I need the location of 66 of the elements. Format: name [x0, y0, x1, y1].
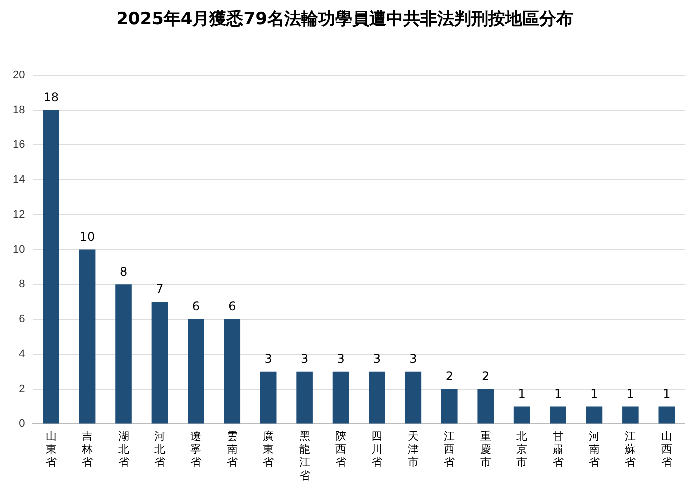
- x-tick-label: 江西省: [444, 430, 456, 470]
- data-label: 7: [156, 282, 164, 296]
- y-tick-label: 12: [12, 208, 26, 221]
- bar: [441, 389, 458, 424]
- y-tick-label: 8: [19, 278, 26, 291]
- y-tick-label: 14: [12, 174, 26, 186]
- data-label: 3: [337, 352, 345, 366]
- bar: [514, 406, 530, 424]
- data-label: 8: [120, 264, 128, 279]
- x-tick-label: 湖北省: [118, 430, 130, 470]
- data-label: 2: [446, 369, 454, 384]
- bar: [116, 284, 132, 424]
- data-label: 2: [482, 369, 490, 384]
- y-tick-label: 4: [19, 348, 26, 360]
- bar: [405, 372, 422, 424]
- bar: [188, 320, 204, 424]
- bar: [622, 406, 639, 424]
- data-label: 6: [228, 300, 236, 314]
- y-tick-label: 0: [19, 418, 26, 430]
- bar: [296, 372, 313, 424]
- x-tick-label: 江蘇省: [625, 430, 636, 470]
- y-tick-label: 10: [12, 244, 26, 256]
- x-tick-label: 山西省: [661, 430, 672, 470]
- x-tick-label: 雲南省: [226, 430, 238, 470]
- y-tick-label: 18: [12, 104, 26, 116]
- bar: [79, 250, 96, 424]
- bar: [152, 302, 168, 424]
- bar: [43, 110, 60, 424]
- y-tick-label: 20: [12, 69, 26, 82]
- x-tick-label: 吉林省: [81, 430, 94, 470]
- data-label: 3: [410, 352, 418, 366]
- x-tick-label: 遼寧省: [190, 430, 202, 470]
- data-label: 1: [663, 386, 671, 401]
- x-tick-label: 北京市: [516, 430, 528, 470]
- x-tick-label: 重慶市: [480, 430, 492, 470]
- x-tick-label: 四川省: [372, 430, 383, 470]
- data-label: 1: [590, 386, 598, 401]
- bar: [224, 320, 241, 424]
- data-label: 1: [518, 386, 526, 401]
- x-tick-label: 廣東省: [263, 430, 274, 470]
- data-label: 6: [192, 300, 200, 314]
- data-label: 10: [80, 230, 96, 244]
- bar: [586, 406, 603, 424]
- x-tick-label: 甘肅省: [552, 430, 564, 470]
- chart-title: 2025年4月獲悉79名法輪功學員遭中共非法判刑按地區分布: [116, 10, 574, 30]
- data-label: 3: [300, 352, 309, 366]
- x-tick-label: 天津市: [408, 430, 419, 470]
- x-tick-label: 陝西省: [336, 430, 347, 470]
- y-tick-label: 6: [19, 314, 26, 326]
- bar: [260, 372, 277, 424]
- data-label: 1: [626, 386, 635, 401]
- bar: [658, 406, 676, 424]
- bar: [369, 372, 386, 424]
- data-label: 3: [264, 352, 272, 366]
- bar: [550, 406, 566, 424]
- y-tick-label: 2: [19, 383, 26, 396]
- x-tick-label: 河北省: [154, 430, 166, 470]
- bar: [332, 372, 350, 424]
- data-label: 3: [373, 352, 382, 366]
- y-tick-label: 16: [12, 139, 26, 152]
- x-tick-label: 山東省: [46, 430, 57, 470]
- x-tick-label: 黑龍江省: [299, 430, 310, 482]
- data-label: 1: [554, 386, 562, 401]
- data-label: 18: [44, 90, 59, 104]
- x-tick-label: 河南省: [588, 430, 600, 470]
- bar: [478, 389, 494, 424]
